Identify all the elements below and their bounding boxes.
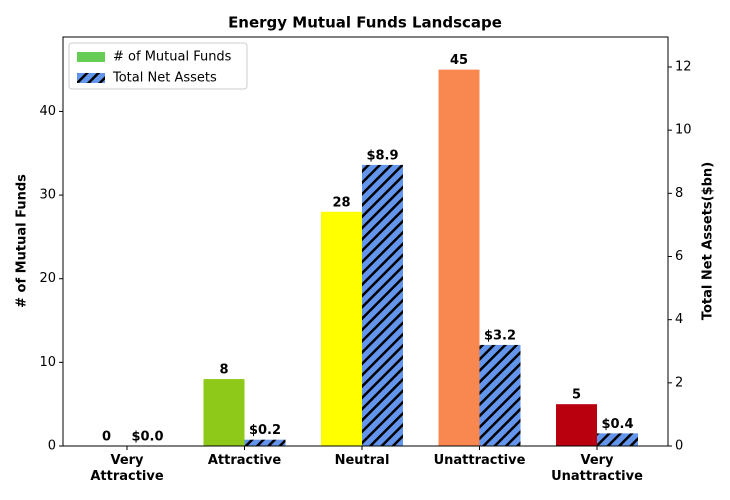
value-label: $0.2 — [249, 423, 281, 438]
bar — [556, 404, 597, 446]
y-tick-label: 10 — [39, 355, 56, 370]
bar — [362, 164, 403, 446]
y2-tick-label: 4 — [675, 312, 683, 327]
x-tick-label: Very Unattractive — [551, 453, 643, 484]
value-label: 28 — [332, 195, 350, 210]
legend-swatch — [77, 73, 105, 83]
y-tick-label: 20 — [39, 271, 56, 286]
bar — [244, 439, 286, 446]
x-tick-label: Unattractive — [433, 453, 526, 468]
value-label: 0 — [102, 430, 111, 445]
y2-axis-label: Total Net Assets($bn) — [701, 162, 716, 320]
legend-box — [68, 42, 248, 90]
y2-tick-label: 2 — [675, 375, 683, 390]
y2-tick-label: 8 — [675, 186, 683, 201]
y-tick-label: 30 — [39, 188, 56, 203]
x-tick-label: Neutral — [334, 453, 390, 468]
y2-tick-label: 0 — [675, 439, 683, 454]
value-label: $0.4 — [601, 417, 633, 432]
y-axis-label: # of Mutual Funds — [15, 174, 30, 308]
legend-label: # of Mutual Funds — [113, 50, 232, 65]
legend-label: Total Net Assets — [112, 71, 217, 86]
x-tick-label: Very Attractive — [90, 453, 164, 484]
bar — [438, 69, 480, 446]
y2-tick-label: 10 — [675, 123, 692, 138]
x-tick-label: Attractive — [207, 453, 282, 468]
value-label: $3.2 — [484, 328, 516, 343]
value-label: $0.0 — [131, 430, 163, 445]
y-tick-label: 40 — [39, 104, 56, 119]
legend-swatch — [77, 52, 105, 62]
bar — [321, 211, 362, 446]
y-tick-label: 0 — [48, 439, 56, 454]
bar — [479, 344, 521, 446]
value-label: 45 — [450, 53, 468, 68]
chart-title: Energy Mutual Funds Landscape — [228, 14, 502, 32]
value-label: 8 — [219, 363, 228, 378]
plot-frame — [62, 36, 669, 447]
y2-tick-label: 6 — [675, 249, 683, 264]
y2-tick-label: 12 — [675, 60, 692, 75]
value-label: 5 — [572, 388, 581, 403]
bar — [203, 379, 245, 446]
bar — [597, 433, 638, 446]
value-label: $8.9 — [366, 148, 398, 163]
